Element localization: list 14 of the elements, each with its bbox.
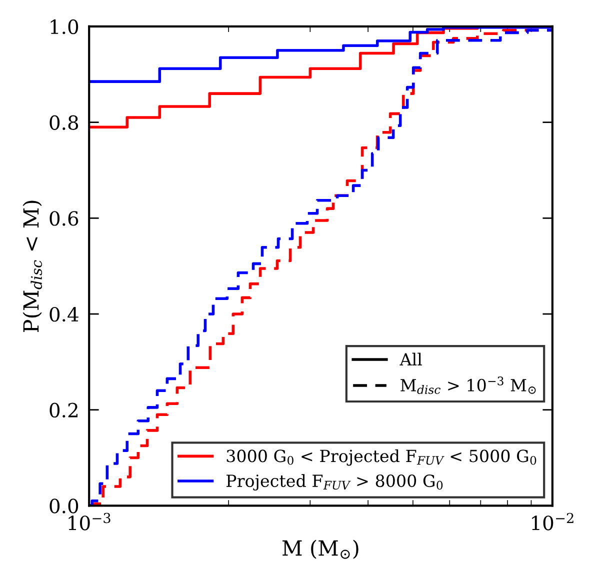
y-tick-label: 0.0 (50, 498, 78, 514)
annotation: M$_{disc}$ > 10$^{−3}$ M$_{⊙}$ (400, 376, 536, 394)
y-tick-label: 0.4 (50, 306, 78, 322)
y-axis-title: P(M$_{disc}$ < M) (22, 200, 42, 332)
x-axis-title: M (M$_{⊙}$) (282, 540, 358, 559)
legend-label: Projected F$_{FUV}$ > 8000 G$_{0}$ (226, 474, 443, 491)
y-tick-label: 1.0 (50, 19, 78, 34)
x-tick-label: 10$^{−3}$ (68, 512, 110, 530)
x-tick-label: 10$^{−2}$ (532, 512, 574, 530)
y-tick-label: 0.8 (50, 115, 78, 130)
legend-label: 3000 G$_{0}$ < Projected F$_{FUV}$ < 5000 G$_{0}$ (226, 449, 536, 466)
annotation: All (400, 352, 422, 366)
y-tick-label: 0.2 (50, 402, 78, 418)
y-tick-label: 0.6 (50, 211, 78, 226)
